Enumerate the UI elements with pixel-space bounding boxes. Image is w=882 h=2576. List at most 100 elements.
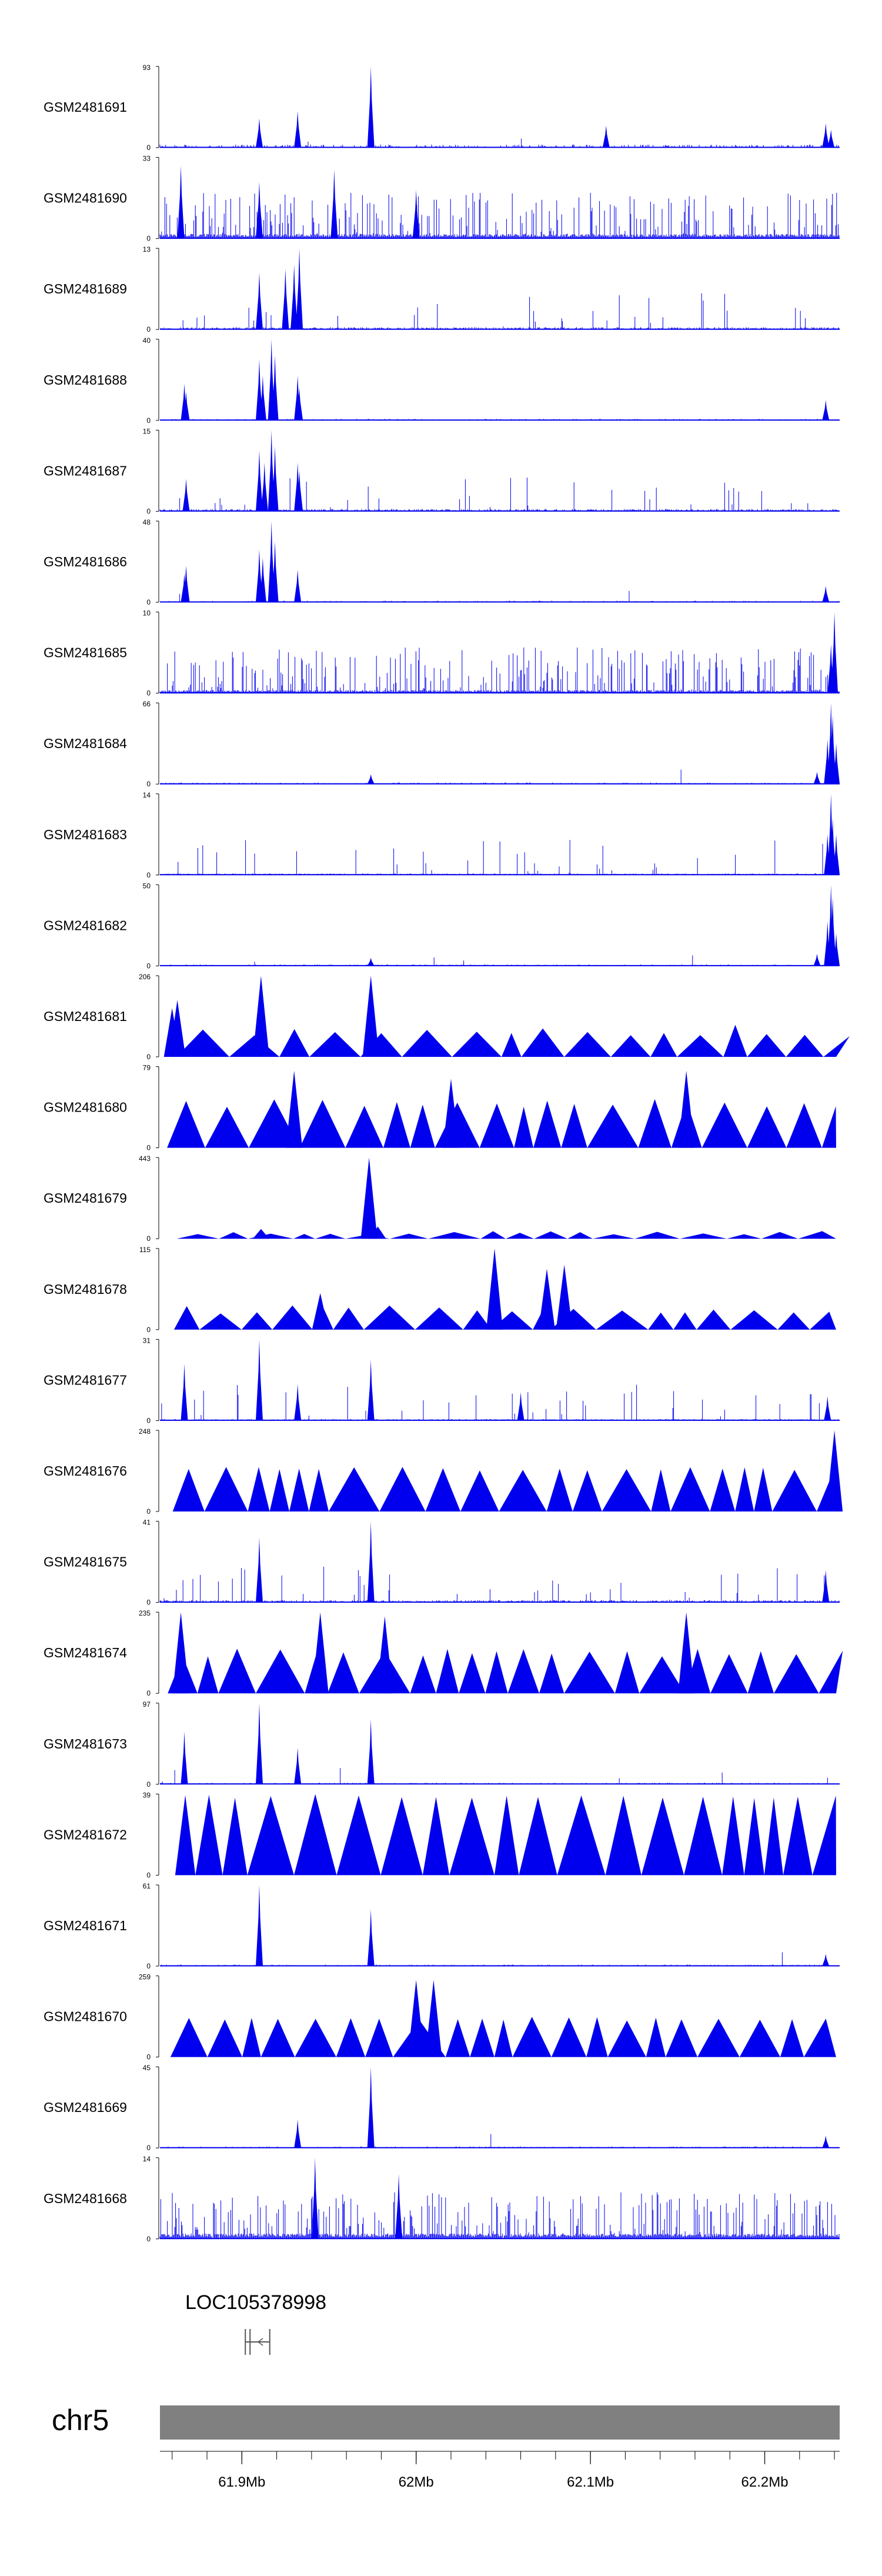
signal-bars xyxy=(161,769,839,785)
signal-bars xyxy=(160,293,840,330)
signal-peak xyxy=(260,462,268,512)
signal-bars xyxy=(161,1952,828,1966)
signal-area xyxy=(173,1305,836,1330)
y-max-label: 48 xyxy=(143,518,151,526)
track-GSM2481668: GSM2481668 14 0 xyxy=(44,2155,840,2243)
y-max-label: 33 xyxy=(143,155,151,163)
track-GSM2481680: GSM2481680 79 0 xyxy=(44,1064,837,1152)
track-GSM2481682: GSM2481682 50 0 xyxy=(44,882,840,970)
y-min-label: 0 xyxy=(146,416,151,425)
signal-peak xyxy=(256,1537,263,1603)
signal-peak xyxy=(181,1731,188,1784)
y-min-label: 0 xyxy=(146,144,151,152)
track-label: GSM2481688 xyxy=(44,372,127,388)
signal-peak xyxy=(360,1157,377,1239)
signal-peak xyxy=(169,1000,186,1057)
track-GSM2481685: GSM2481685 10 0 xyxy=(44,609,840,698)
track-GSM2481676: GSM2481676 248 0 xyxy=(44,1427,843,1516)
track-GSM2481681: GSM2481681 206 0 xyxy=(44,973,850,1061)
signal-peak xyxy=(813,953,821,966)
track-GSM2481687: GSM2481687 15 0 xyxy=(44,427,840,515)
signal-bars xyxy=(159,1567,840,1603)
signal-peak xyxy=(412,189,420,239)
signal-peak xyxy=(290,264,298,330)
track-label: GSM2481671 xyxy=(44,1918,127,1933)
track-GSM2481690: GSM2481690 33 0 xyxy=(44,155,840,243)
signal-peak xyxy=(294,569,302,602)
track-label: GSM2481678 xyxy=(44,1282,127,1297)
signal-peak xyxy=(172,1612,189,1694)
track-GSM2481670: GSM2481670 259 0 xyxy=(44,1973,836,2061)
y-max-label: 13 xyxy=(143,245,151,253)
signal-area xyxy=(175,1794,836,1876)
signal-peak xyxy=(822,2135,830,2148)
y-min-label: 0 xyxy=(146,1780,151,1788)
track-GSM2481686: GSM2481686 48 0 xyxy=(44,518,840,606)
track-label: GSM2481668 xyxy=(44,2191,127,2206)
signal-peak xyxy=(813,772,821,785)
signal-peak xyxy=(256,118,263,148)
signal-peak xyxy=(829,715,837,785)
signal-peak xyxy=(833,933,840,966)
signal-peak xyxy=(256,1703,263,1784)
signal-peak xyxy=(833,834,840,875)
signal-peak xyxy=(311,2157,319,2239)
track-GSM2481673: GSM2481673 97 0 xyxy=(44,1700,840,1788)
signal-peak xyxy=(367,957,375,966)
signal-peak xyxy=(282,268,289,330)
signal-peak xyxy=(822,586,830,602)
signal-peak xyxy=(256,1885,263,1966)
signal-bars xyxy=(159,478,838,512)
y-max-label: 14 xyxy=(143,2155,151,2163)
signal-peak xyxy=(256,1339,263,1421)
signal-peak xyxy=(824,1396,831,1421)
signal-peak xyxy=(256,450,263,512)
y-max-label: 10 xyxy=(143,609,151,618)
signal-peak xyxy=(312,1612,329,1694)
signal-bars xyxy=(160,1768,828,1784)
y-max-label: 14 xyxy=(143,791,151,799)
track-GSM2481679: GSM2481679 443 0 xyxy=(44,1154,836,1243)
signal-peak xyxy=(271,541,279,602)
signal-peak xyxy=(259,375,266,421)
track-GSM2481691: GSM2481691 93 0 xyxy=(44,64,840,152)
signal-bars xyxy=(166,2134,837,2148)
signal-peak xyxy=(833,743,840,785)
y-min-label: 0 xyxy=(146,780,151,788)
track-GSM2481683: GSM2481683 14 0 xyxy=(44,791,840,879)
track-GSM2481689: GSM2481689 13 0 xyxy=(44,245,840,333)
y-min-label: 0 xyxy=(146,235,151,243)
track-label: GSM2481675 xyxy=(44,1554,127,1570)
tick-label: 61.9Mb xyxy=(218,2474,265,2490)
y-min-label: 0 xyxy=(146,689,151,698)
y-min-label: 0 xyxy=(146,1871,151,1879)
y-max-label: 45 xyxy=(143,2064,151,2072)
signal-peak xyxy=(296,388,303,421)
y-max-label: 39 xyxy=(143,1791,151,1799)
y-max-label: 61 xyxy=(143,1882,151,1890)
y-max-label: 31 xyxy=(143,1336,151,1344)
signal-tracks: GSM2481691930GSM2481690330GSM2481689130G… xyxy=(44,64,850,2243)
signal-peak xyxy=(294,2119,302,2148)
y-min-label: 0 xyxy=(146,1689,151,1697)
chromosome-label: chr5 xyxy=(52,2404,109,2437)
y-min-label: 0 xyxy=(146,962,151,970)
y-min-label: 0 xyxy=(146,325,151,333)
track-GSM2481674: GSM2481674 235 0 xyxy=(44,1609,843,1697)
signal-peak xyxy=(556,1264,573,1330)
track-label: GSM2481674 xyxy=(44,1645,127,1660)
y-max-label: 443 xyxy=(139,1154,151,1163)
y-min-label: 0 xyxy=(146,2235,151,2243)
signal-peak xyxy=(831,612,838,693)
y-min-label: 0 xyxy=(146,1962,151,1970)
y-max-label: 248 xyxy=(139,1427,151,1436)
track-GSM2481684: GSM2481684 66 0 xyxy=(44,700,840,788)
y-min-label: 0 xyxy=(146,1599,151,1607)
y-max-label: 93 xyxy=(143,64,151,72)
signal-peak xyxy=(443,1079,459,1148)
signal-peak xyxy=(407,1980,425,2057)
y-max-label: 259 xyxy=(139,1973,151,1981)
signal-bars xyxy=(159,2192,840,2239)
track-label: GSM2481681 xyxy=(44,1009,127,1024)
y-max-label: 206 xyxy=(139,973,151,981)
